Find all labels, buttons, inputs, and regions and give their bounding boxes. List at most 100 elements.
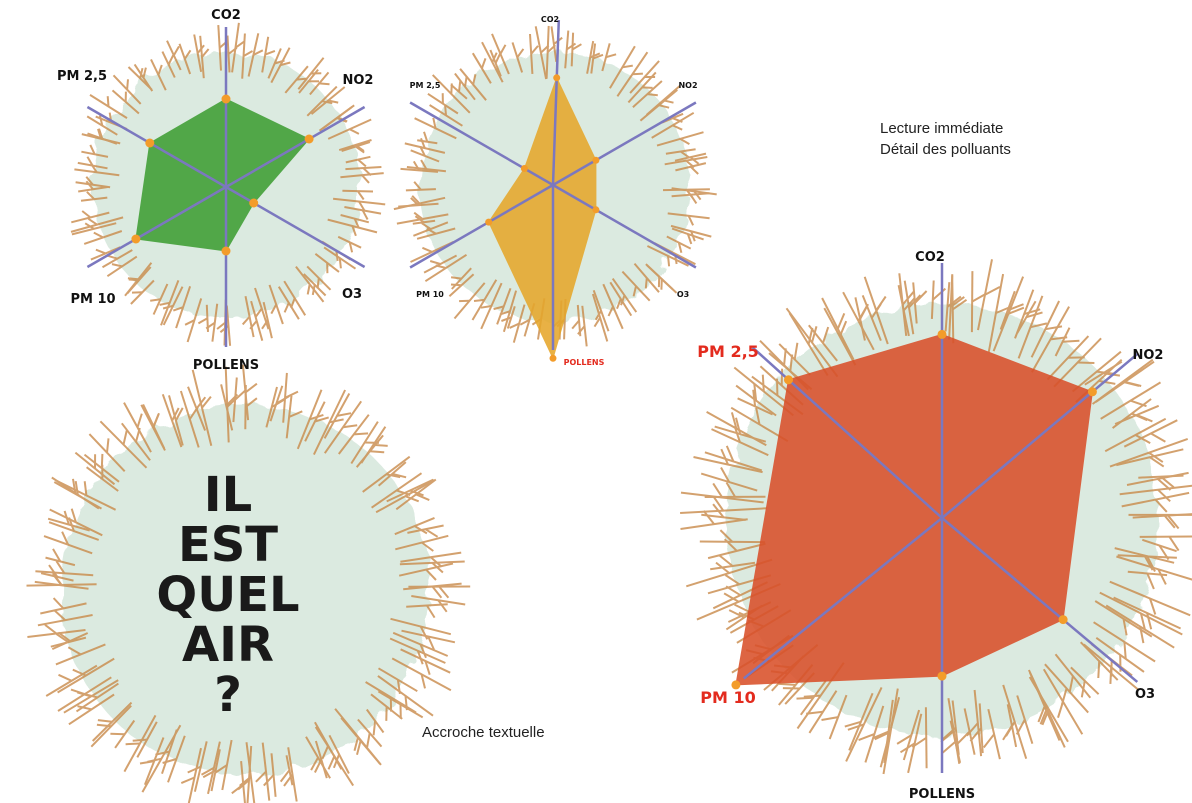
axis-label: NO2 bbox=[678, 81, 697, 90]
branch-stroke bbox=[125, 742, 140, 746]
branch-stroke bbox=[821, 716, 839, 721]
branch-stroke bbox=[1002, 725, 1013, 741]
branch-stroke bbox=[411, 195, 421, 205]
branch-stroke bbox=[577, 325, 586, 335]
branch-stroke bbox=[172, 45, 180, 56]
branch-stroke bbox=[152, 283, 169, 315]
branch-stroke bbox=[646, 245, 689, 267]
branch-stroke bbox=[677, 242, 683, 253]
branch-stroke bbox=[1149, 456, 1165, 468]
branch-stroke bbox=[1114, 404, 1160, 426]
branch-stroke bbox=[67, 646, 82, 656]
branch-stroke bbox=[214, 764, 228, 774]
branch-stroke bbox=[93, 231, 104, 239]
branch-stroke bbox=[658, 104, 670, 109]
branch-stroke bbox=[480, 305, 492, 309]
branch-stroke bbox=[40, 572, 74, 582]
branch-stroke bbox=[296, 77, 307, 81]
branch-stroke bbox=[404, 495, 420, 503]
branch-stroke bbox=[270, 304, 278, 315]
branch-stroke bbox=[1041, 709, 1050, 726]
branch-stroke bbox=[646, 264, 678, 294]
branch-stroke bbox=[377, 675, 434, 717]
branch-stroke bbox=[540, 44, 550, 54]
axis-label: CO2 bbox=[541, 15, 559, 24]
branch-stroke bbox=[752, 389, 757, 407]
branch-stroke bbox=[241, 316, 251, 326]
branch-stroke bbox=[656, 131, 704, 147]
branch-stroke bbox=[413, 211, 424, 220]
axis-label: NO2 bbox=[1133, 348, 1164, 363]
branch-stroke bbox=[351, 225, 357, 237]
branch-stroke bbox=[429, 260, 441, 265]
branch-stroke bbox=[243, 50, 253, 57]
branch-stroke bbox=[946, 295, 962, 308]
branch-stroke bbox=[424, 253, 468, 283]
branch-stroke bbox=[83, 453, 120, 483]
branch-stroke bbox=[306, 284, 311, 295]
branch-stroke bbox=[57, 676, 112, 712]
slogan-line-3: QUEL bbox=[156, 567, 300, 623]
branch-stroke bbox=[897, 285, 910, 337]
branch-stroke bbox=[385, 473, 401, 479]
branch-stroke bbox=[735, 417, 742, 435]
branch-stroke bbox=[357, 718, 383, 748]
branch-stroke bbox=[689, 165, 699, 175]
axis-line bbox=[86, 105, 227, 189]
data-point bbox=[937, 671, 947, 681]
branch-stroke bbox=[847, 723, 865, 731]
branch-stroke bbox=[375, 479, 435, 514]
branch-stroke bbox=[35, 570, 94, 577]
branch-stroke bbox=[345, 166, 382, 171]
branch-stroke bbox=[427, 636, 435, 651]
branch-stroke bbox=[725, 445, 735, 462]
branch-stroke bbox=[231, 783, 244, 795]
branch-stroke bbox=[358, 201, 366, 212]
branch-stroke bbox=[1098, 379, 1116, 385]
branch-stroke bbox=[519, 318, 530, 326]
branch-stroke bbox=[280, 61, 291, 67]
branch-stroke bbox=[63, 510, 70, 525]
branch-stroke bbox=[987, 273, 1005, 353]
branch-stroke bbox=[201, 766, 215, 776]
branch-stroke bbox=[366, 732, 371, 748]
branch-stroke bbox=[70, 216, 124, 233]
branch-stroke bbox=[86, 156, 94, 167]
branch-stroke bbox=[1119, 484, 1192, 496]
branch-stroke bbox=[393, 196, 446, 211]
data-point bbox=[485, 218, 493, 226]
branch-stroke bbox=[896, 734, 912, 745]
branch-stroke bbox=[61, 531, 70, 546]
branch-stroke bbox=[406, 166, 447, 173]
branch-stroke bbox=[822, 326, 830, 344]
branch-stroke bbox=[712, 482, 724, 499]
branch-stroke bbox=[999, 290, 1016, 330]
branch-stroke bbox=[372, 720, 377, 736]
branch-stroke bbox=[761, 374, 765, 392]
axis-line bbox=[552, 183, 697, 269]
branch-stroke bbox=[730, 406, 789, 443]
axis-line bbox=[409, 101, 554, 187]
branch-stroke bbox=[392, 631, 449, 657]
branch-stroke bbox=[914, 290, 928, 304]
branch-stroke bbox=[1054, 327, 1071, 357]
branch-stroke bbox=[356, 740, 362, 755]
data-point bbox=[221, 246, 231, 256]
branch-stroke bbox=[838, 320, 848, 337]
branch-stroke bbox=[395, 478, 437, 511]
branch-stroke bbox=[424, 660, 431, 675]
branch-stroke bbox=[1135, 434, 1151, 444]
branch-stroke bbox=[404, 142, 446, 154]
branch-stroke bbox=[365, 708, 385, 734]
branch-stroke bbox=[571, 319, 580, 330]
branch-stroke bbox=[416, 227, 456, 240]
branch-stroke bbox=[723, 592, 740, 603]
data-point bbox=[784, 375, 793, 385]
branch-stroke bbox=[123, 714, 157, 773]
branch-stroke bbox=[808, 690, 838, 734]
branch-stroke bbox=[902, 709, 921, 761]
branch-stroke bbox=[255, 770, 267, 783]
branch-stroke bbox=[37, 614, 93, 627]
branch-stroke bbox=[529, 33, 534, 74]
branch-stroke bbox=[403, 582, 462, 591]
